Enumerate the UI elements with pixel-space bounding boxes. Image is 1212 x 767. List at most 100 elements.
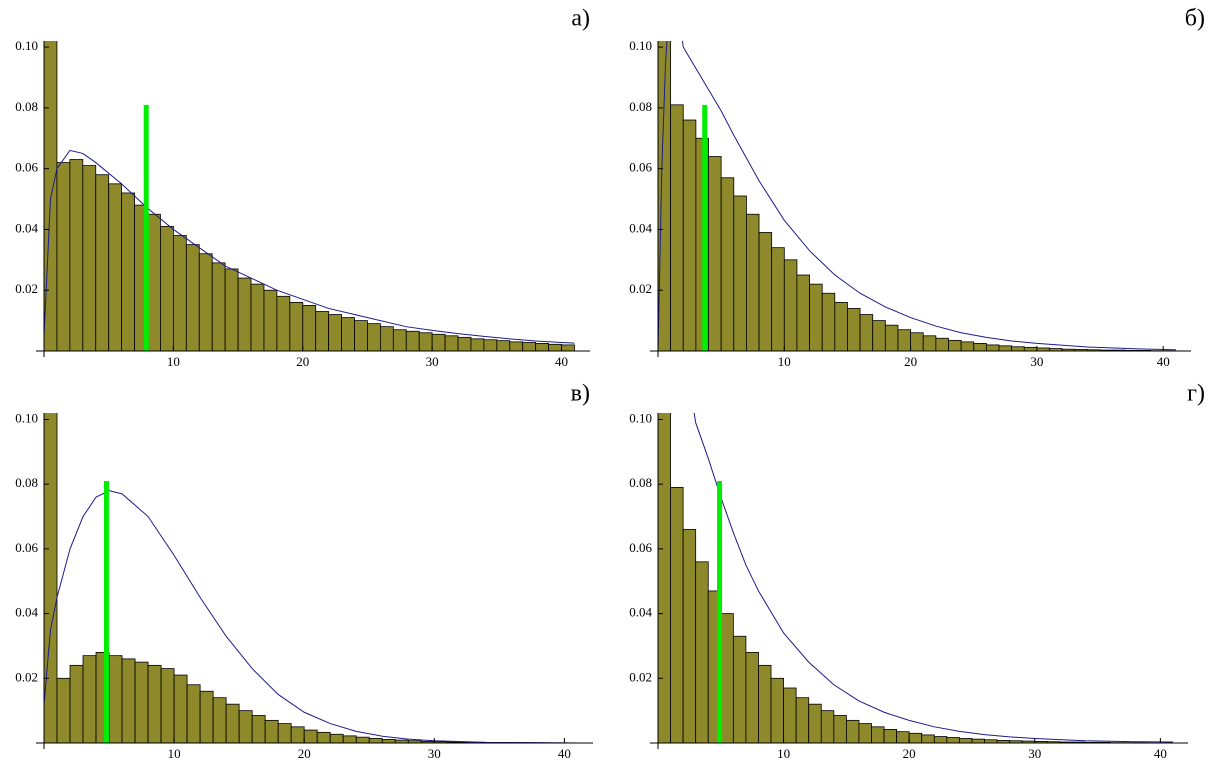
bar [921,734,935,744]
bar [238,710,253,744]
bar [758,232,773,352]
bar [522,342,537,352]
bar [250,283,265,352]
y-tick-label: 0.02 [15,669,38,684]
bar [418,332,433,352]
x-tick-label: 10 [168,746,181,761]
y-tick-label: 0.10 [15,38,38,53]
bar [834,301,848,352]
bar [910,332,924,352]
bar [720,613,734,744]
bar [933,736,948,744]
panel: 10 20 30 40 0.02 0.04 0.06 0.08 0.10 в) [15,381,593,761]
bar [670,487,684,744]
bar [392,329,407,352]
bar [431,333,446,352]
bar [237,277,252,352]
bar [657,41,672,352]
y-tick-label: 0.08 [629,99,652,114]
y-tick-label: 0.04 [629,220,652,235]
bar [770,677,784,744]
x-tick-label: 40 [1157,354,1170,369]
bar [708,156,722,352]
bar [973,343,987,352]
bar [212,697,227,744]
y-tick-label: 0.06 [629,540,652,555]
bar [173,674,188,744]
x-tick-label: 40 [558,746,571,761]
bar [341,317,355,352]
bar [316,731,331,744]
y-tick-label: 0.02 [629,669,652,684]
bar [896,731,910,744]
bar [368,738,383,744]
bar [405,330,420,352]
bar [483,339,498,352]
bar [561,344,575,352]
bar [302,305,317,352]
bar [172,235,187,352]
bar [211,262,226,352]
y-tick-label: 0.08 [15,475,38,490]
y-tick-label: 0.02 [15,281,38,296]
y-tick-label: 0.08 [15,99,38,114]
bar [897,329,912,352]
y-tick-label: 0.06 [629,160,652,175]
bar [303,729,318,744]
bar [69,664,84,744]
bar [548,343,562,352]
bar [959,738,973,744]
x-tick-label: 10 [778,354,791,369]
plot-area [43,413,578,744]
bar [263,289,278,352]
bar [496,340,511,352]
bar [871,726,885,744]
y-tick-label: 0.06 [15,540,38,555]
y-tick-label: 0.04 [629,605,652,620]
x-tick-label: 30 [428,746,441,761]
bar [682,529,697,744]
bar [82,165,97,352]
plot-area [43,41,575,352]
bar [935,337,949,352]
bar [56,677,71,744]
bar [121,658,136,744]
bar [134,661,149,744]
panel: 10 20 30 40 0.02 0.04 0.06 0.08 0.10 г) [629,381,1205,761]
bar [795,697,810,744]
bar [121,192,135,352]
bar [833,715,847,744]
bar [509,341,524,352]
bar [883,729,898,744]
bar [147,213,161,352]
bar [745,652,759,744]
bar [670,104,684,352]
bar [108,183,123,352]
x-tick-label: 20 [903,746,916,761]
bar [732,635,747,744]
bar [289,301,304,352]
bar [251,715,266,744]
bar [847,308,861,352]
bar [922,335,937,352]
bar [720,177,735,352]
bar [82,655,97,744]
bar [225,703,240,744]
bar [199,690,214,744]
bar [859,314,874,352]
density-curve [693,413,1173,743]
bar [108,655,123,744]
panel-label: а) [571,6,590,32]
bar [796,274,810,352]
bar [329,733,344,744]
x-tick-label: 30 [1028,746,1041,761]
bar [379,326,394,352]
bar [758,664,772,744]
y-tick-label: 0.04 [15,605,38,620]
bar [185,244,200,352]
panel: 10 20 30 40 0.02 0.04 0.06 0.08 0.10 б) [629,6,1205,369]
x-tick-label: 30 [426,354,439,369]
bar [160,225,174,352]
y-tick-label: 0.04 [15,220,38,235]
